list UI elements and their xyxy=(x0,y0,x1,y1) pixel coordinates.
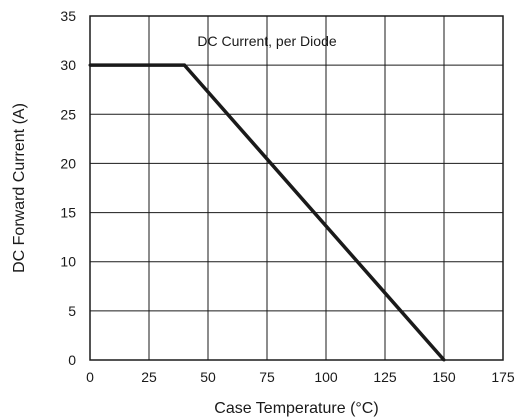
y-tick-label: 0 xyxy=(68,352,76,368)
series-point xyxy=(88,63,92,67)
y-tick-label: 15 xyxy=(60,205,76,221)
y-tick-label: 10 xyxy=(60,254,76,270)
x-tick-label: 175 xyxy=(491,369,515,385)
x-tick-label: 0 xyxy=(86,369,94,385)
series-point xyxy=(182,63,186,67)
y-tick-label: 35 xyxy=(60,8,76,24)
x-tick-label: 125 xyxy=(373,369,397,385)
y-tick-label: 30 xyxy=(60,57,76,73)
x-tick-label: 75 xyxy=(259,369,275,385)
series-point xyxy=(442,358,446,362)
y-tick-label: 20 xyxy=(60,155,76,171)
grid xyxy=(89,15,504,361)
x-tick-label: 25 xyxy=(141,369,157,385)
plot-frame xyxy=(89,15,504,361)
x-axis-label: Case Temperature (°C) xyxy=(214,400,378,417)
y-axis-ticks: 0 5 10 15 20 25 30 35 xyxy=(60,8,76,368)
y-tick-label: 5 xyxy=(68,303,76,319)
x-tick-label: 150 xyxy=(432,369,456,385)
series-points xyxy=(88,63,446,362)
x-axis-ticks: 0 25 50 75 100 125 150 175 xyxy=(86,369,515,385)
chart-annotation: DC Current, per Diode xyxy=(197,33,336,49)
y-axis-label: DC Forward Current (A) xyxy=(11,103,28,273)
y-tick-label: 25 xyxy=(60,106,76,122)
x-tick-label: 100 xyxy=(314,369,338,385)
x-tick-label: 50 xyxy=(200,369,216,385)
